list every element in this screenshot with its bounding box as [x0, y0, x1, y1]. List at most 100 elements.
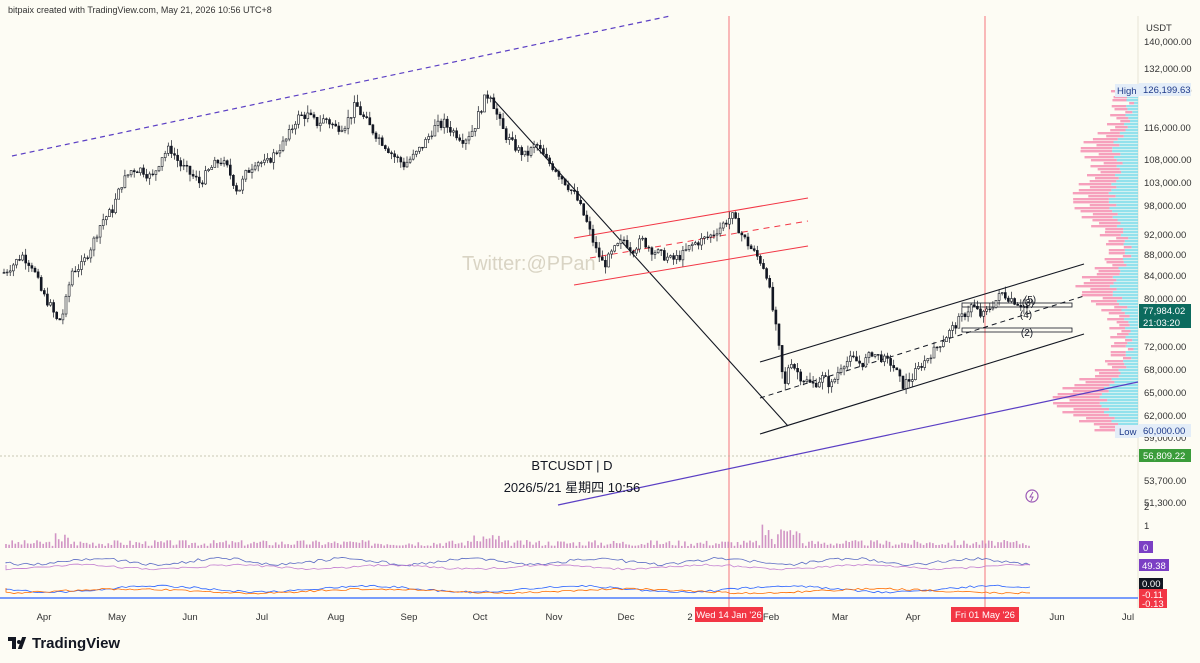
- alert-icon[interactable]: [1025, 489, 1039, 503]
- candle-body: [250, 168, 254, 173]
- volume-bar: [451, 540, 454, 548]
- price-tags: High 126,199.63 Low 60,000.00 77,984.0221:03…: [1115, 83, 1191, 462]
- candle-body: [393, 153, 396, 158]
- volume-profile-bar: [1073, 201, 1109, 204]
- volume-bar: [956, 545, 959, 548]
- volume-bar: [333, 541, 336, 548]
- volume-bar: [560, 541, 562, 548]
- candle-body: [362, 114, 365, 117]
- volume-profile-bar: [1101, 405, 1138, 408]
- candle-body: [669, 255, 672, 258]
- candle-body: [607, 253, 610, 268]
- cursor-date-tag: [951, 607, 1019, 622]
- volume-profile-bar: [1108, 249, 1125, 252]
- volume-bar: [104, 545, 106, 548]
- volume-profile-bar: [1110, 345, 1126, 348]
- volume-bar: [687, 545, 689, 548]
- volume-bar: [178, 540, 181, 548]
- candle-body: [597, 247, 601, 258]
- candle-body: [498, 113, 502, 119]
- wave-label: (3): [1022, 298, 1034, 309]
- volume-profile-bar: [1114, 342, 1128, 345]
- tradingview-logo[interactable]: TradingView: [8, 635, 120, 652]
- volume-bar: [225, 540, 227, 548]
- wave-label: (2): [1021, 328, 1033, 339]
- volume-profile-bar: [1052, 396, 1100, 399]
- volume-profile-bar: [1072, 192, 1109, 195]
- volume-bar: [457, 543, 460, 548]
- volume-bar: [631, 545, 633, 548]
- volume-bar: [854, 540, 857, 548]
- volume-profile-bar: [1123, 135, 1138, 138]
- volume-bar: [891, 545, 894, 548]
- volume-profile-bar: [1115, 174, 1138, 177]
- candle-body: [994, 300, 998, 308]
- volume-bar: [953, 540, 956, 548]
- candle-body: [666, 256, 669, 261]
- volume-bar: [671, 545, 674, 548]
- candle-body: [963, 313, 967, 318]
- volume-profile-bar: [1120, 222, 1138, 225]
- volume-bar: [398, 545, 401, 548]
- volume-profile-bar: [1119, 144, 1138, 147]
- volume-bar: [721, 541, 723, 548]
- volume-bar: [315, 540, 317, 548]
- candle-body: [734, 212, 737, 219]
- candle-body: [560, 176, 564, 180]
- candle-body: [551, 163, 555, 170]
- candle-body: [873, 354, 877, 357]
- candle-body: [191, 174, 195, 177]
- candle-body: [684, 249, 688, 251]
- candle-body: [325, 118, 328, 120]
- candle-body: [650, 247, 654, 255]
- volume-bar: [544, 545, 547, 548]
- volume-bar: [572, 542, 575, 548]
- volume-bar: [966, 543, 968, 548]
- price-chart[interactable]: 2 1 0 49.38 0.00-0.11-0.13 Twitter:@PPan BT…: [0, 0, 1200, 630]
- volume-bar: [160, 541, 162, 548]
- volume-profile-bar: [1126, 99, 1138, 102]
- volume-bar: [829, 543, 832, 548]
- volume-bar: [736, 542, 739, 548]
- volume-profile-bar: [1132, 111, 1138, 114]
- volume-profile-bar: [1103, 411, 1138, 414]
- candle-body: [817, 381, 821, 388]
- volume-profile-bar: [1080, 210, 1113, 213]
- volume-bar: [498, 535, 500, 548]
- volume-bar: [361, 540, 364, 548]
- volume-bar: [532, 544, 534, 548]
- candle-body: [845, 361, 849, 368]
- volume-profile-bar: [1123, 261, 1138, 264]
- price-tick-label: 72,000.00: [1144, 342, 1186, 353]
- low-price-tag-bg: [1139, 424, 1191, 437]
- volume-bar: [504, 540, 506, 548]
- volume-bar: [702, 543, 705, 548]
- volume-bar: [696, 542, 699, 548]
- candle-body: [216, 159, 220, 164]
- volume-bar: [380, 544, 382, 548]
- volume-profile-bar: [1109, 285, 1138, 288]
- volume-bar: [26, 543, 29, 548]
- candle-body: [582, 203, 586, 216]
- volume-bar: [733, 545, 736, 548]
- volume-bar: [200, 544, 203, 548]
- candle-body: [507, 137, 511, 140]
- volume-bar: [814, 543, 816, 548]
- volume-profile-bar: [1129, 102, 1135, 105]
- candle-body: [89, 249, 93, 259]
- candle-body: [148, 173, 151, 179]
- volume-bar: [845, 540, 847, 548]
- volume-profile-bar: [1124, 123, 1138, 126]
- volume-bars: 2 1 0: [5, 502, 1153, 554]
- volume-profile-bar: [1101, 393, 1138, 396]
- volume-profile-bar: [1116, 204, 1138, 207]
- volume-bar: [997, 542, 999, 548]
- volume-profile-bar: [1122, 255, 1132, 258]
- candle-body: [573, 189, 576, 192]
- candle-body: [433, 125, 437, 137]
- volume-bar: [253, 541, 255, 548]
- volume-bar: [848, 541, 850, 548]
- volume-profile-bar: [1096, 144, 1120, 147]
- volume-bar: [739, 544, 742, 548]
- candle-body: [160, 157, 164, 167]
